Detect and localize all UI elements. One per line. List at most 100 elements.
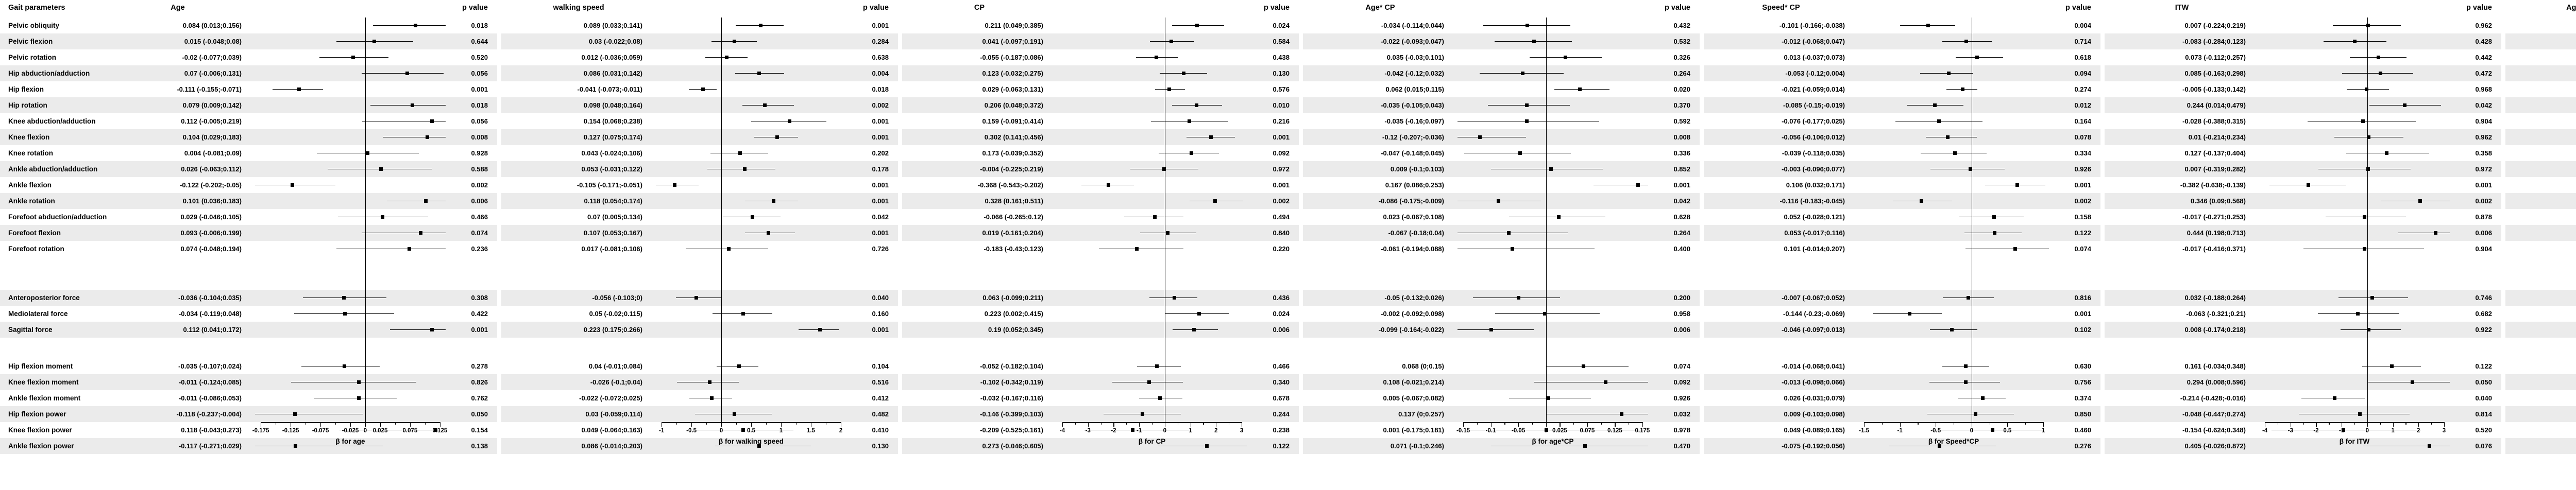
point-estimate-marker	[2410, 380, 2414, 384]
point-estimate-marker	[724, 56, 728, 59]
forest-row	[2259, 33, 2450, 49]
estimate-ci-text: 0.009 (-0.1;0.103)	[1303, 161, 1458, 177]
ci-line	[1933, 429, 2043, 431]
forest-row	[2259, 113, 2450, 129]
forest-row	[656, 438, 846, 454]
estimate-ci-text: 0.052 (-0.028;0.121)	[1784, 213, 1845, 221]
point-estimate-marker	[293, 412, 297, 416]
estimate-ci-text: 0.078 (-0.054;0.209)	[2505, 177, 2576, 193]
estimate-column: Speed* CP -0.101 (-0.166;-0.038) -0.012 (-…	[1704, 0, 1858, 454]
forest-row	[2259, 209, 2450, 225]
ci-line	[1458, 248, 1595, 250]
estimate-ci-text: 0.273 (-0.046;0.605)	[902, 438, 1057, 454]
point-estimate-marker	[2364, 87, 2368, 91]
point-estimate-marker	[708, 380, 712, 384]
axis-minor-tick	[1126, 422, 1127, 425]
p-value: 0.284	[846, 33, 898, 49]
forest-row	[656, 49, 846, 65]
estimate-ci-text: -0.042 (-0.12;0.032)	[1303, 65, 1458, 81]
x-axis: -1 -0.5 0 0.5 1 1.5 2 β for walking speed	[656, 418, 846, 454]
estimate-ci-text: 0.029 (-0.063;0.131)	[982, 85, 1043, 93]
zero-reference-line	[721, 18, 722, 422]
ci-line	[1098, 248, 1184, 250]
axis-tick-label: -1	[1897, 428, 1903, 434]
point-estimate-marker	[2390, 364, 2394, 368]
p-value: 0.962	[2450, 129, 2501, 145]
ci-line	[1546, 365, 1629, 367]
group-gap	[2259, 338, 2450, 358]
forest-row	[1057, 241, 1247, 257]
estimate-ci-text: 0.223 (0.175;0.266)	[501, 322, 656, 338]
estimate-ci-text: -0.071 (-0.192;0.06)	[2505, 129, 2576, 145]
p-value: 0.978	[1673, 426, 1690, 434]
point-estimate-marker	[757, 72, 761, 75]
estimate-ci-text: -0.034 (-0.114;0.044)	[1381, 22, 1444, 29]
point-estimate-marker	[379, 167, 383, 171]
estimate-ci-text: 0.085 (-0.163;0.298)	[2105, 65, 2259, 81]
point-estimate-marker	[1489, 328, 1494, 331]
point-estimate-marker	[818, 328, 822, 331]
estimate-ci-text: 0.026 (-0.031;0.079)	[1784, 394, 1845, 402]
parameter-label: Forefoot flexion	[0, 225, 100, 241]
point-estimate-marker	[1166, 231, 1170, 235]
ci-line	[255, 413, 363, 415]
point-estimate-marker	[2361, 119, 2365, 123]
ci-line	[1920, 73, 1974, 74]
estimate-ci-text: -0.013 (-0.098;0.066)	[1704, 374, 1858, 390]
axis-minor-tick	[676, 422, 677, 425]
panel-header: CP	[974, 4, 985, 12]
axis-tick-label: -1.5	[1859, 428, 1870, 434]
forest-row	[2259, 438, 2450, 454]
forest-row	[1057, 390, 1247, 406]
estimate-ci-text: 0.106 (-0.081;0.285)	[2505, 406, 2576, 422]
estimate-ci-text: 0.123 (-0.032;0.275)	[902, 65, 1057, 81]
forest-header-spacer	[1458, 0, 1648, 18]
ci-line	[1464, 152, 1571, 154]
p-value: 0.018	[872, 85, 889, 93]
forest-row	[1057, 129, 1247, 145]
group-gap	[656, 257, 846, 290]
forest-row	[656, 209, 846, 225]
axis-tick-label: 0	[363, 428, 367, 434]
point-estimate-marker	[743, 167, 747, 171]
p-value: 0.428	[2450, 33, 2501, 49]
p-value: 0.236	[471, 245, 488, 253]
axis-minor-tick	[1075, 422, 1076, 425]
point-estimate-marker	[1908, 312, 1912, 316]
p-value: 0.006	[1648, 322, 1700, 338]
estimate-column: ITW 0.007 (-0.224;0.219) -0.083 (-0.284;0.…	[2105, 0, 2259, 454]
forest-row	[656, 81, 846, 97]
p-value: 0.056	[471, 117, 488, 125]
axis-minor-tick	[2405, 422, 2406, 425]
point-estimate-marker	[351, 56, 355, 59]
p-value: 0.056	[446, 65, 497, 81]
p-value: 0.042	[2450, 97, 2501, 113]
point-estimate-marker	[1963, 364, 1968, 368]
parameter-label: Ankle rotation	[0, 193, 100, 209]
parameter-label: Knee abduction/adduction	[8, 117, 96, 125]
estimate-ci-text: 0.089 (0.033;0.141)	[583, 22, 642, 29]
estimate-ci-text: -0.101 (-0.166;-0.038)	[1779, 22, 1845, 29]
forest-row	[1858, 438, 2049, 454]
p-value: 0.926	[2049, 161, 2100, 177]
panel-header: Speed* CP	[1762, 4, 1800, 12]
estimate-ci-text: -0.214 (-0.428;-0.016)	[2180, 394, 2246, 402]
point-estimate-marker	[741, 312, 745, 316]
point-estimate-marker	[1510, 247, 1514, 251]
group-gap	[902, 338, 1057, 358]
estimate-ci-text: -0.064 (-0.213;0.07)	[2505, 145, 2576, 161]
forest-row	[1458, 193, 1648, 209]
p-value: 0.584	[1247, 33, 1299, 49]
estimate-ci-text: -0.067 (-0.18;0.04)	[1303, 225, 1458, 241]
estimate-ci-text: -0.011 (-0.124;0.085)	[100, 374, 255, 390]
estimate-ci-text: 0.137 (0;0.257)	[1303, 406, 1458, 422]
point-estimate-marker	[1195, 24, 1199, 27]
p-value: 0.078	[2049, 129, 2100, 145]
axis-major-tick	[1139, 422, 1140, 427]
p-value: 0.102	[2049, 322, 2100, 338]
ci-line	[1165, 313, 1229, 314]
estimate-ci-text: 0.004 (-0.081;0.09)	[184, 149, 242, 157]
point-estimate-marker	[2433, 231, 2437, 235]
forest-row	[2259, 390, 2450, 406]
point-estimate-marker	[758, 24, 762, 27]
